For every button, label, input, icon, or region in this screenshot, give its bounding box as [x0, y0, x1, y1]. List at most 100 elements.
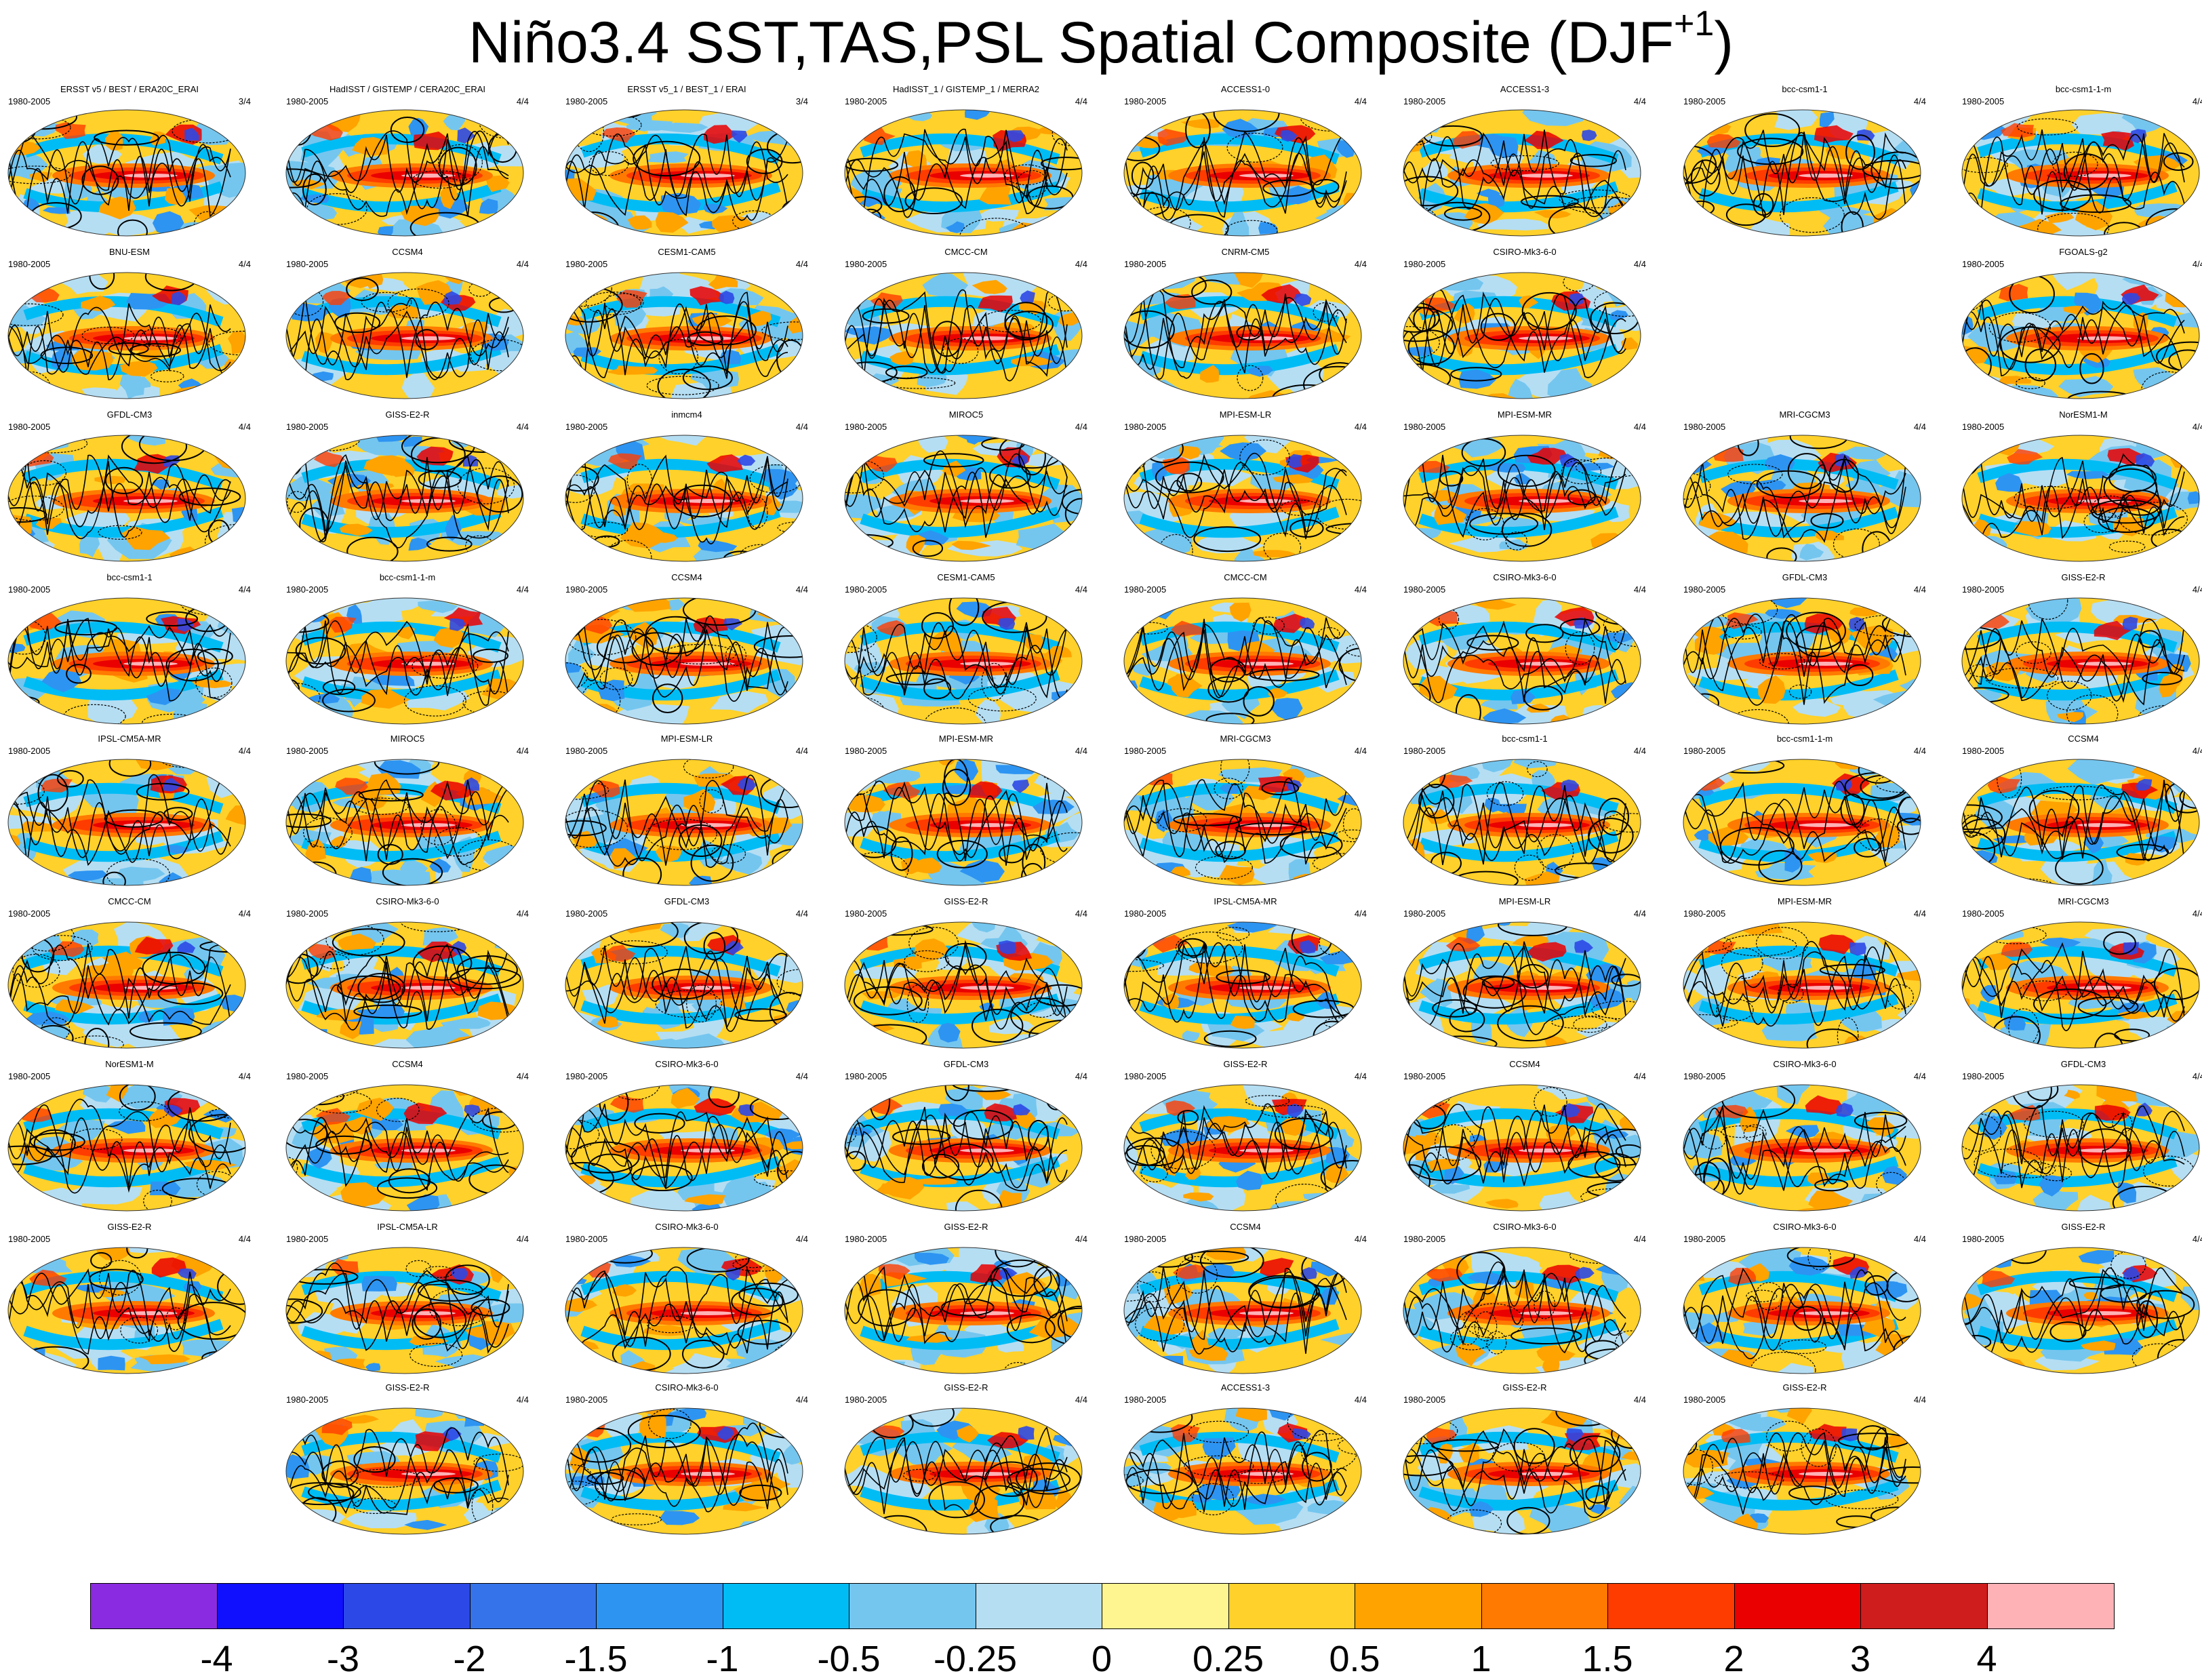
panel-fraction: 4/4: [1354, 908, 1367, 919]
colorbar-tick-label: 0.25: [1192, 1639, 1264, 1679]
panel-title: MIROC5: [390, 734, 425, 744]
map-plot: [7, 1247, 246, 1374]
map-panel: 1980-2005 GISS-E2-R 4/4: [4, 1222, 255, 1378]
map-panel: 1980-2005 GISS-E2-R 4/4: [1958, 572, 2202, 728]
panel-fraction: 4/4: [516, 1395, 529, 1405]
map-plot: [285, 759, 524, 886]
map-panel: 1980-2005 GISS-E2-R 4/4: [1679, 1382, 1930, 1538]
panel-fraction: 4/4: [516, 1234, 529, 1244]
map-panel: 1980-2005 GISS-E2-R 4/4: [1958, 1222, 2202, 1378]
panel-title: ACCESS1-0: [1220, 84, 1270, 94]
map-plot: [844, 109, 1083, 237]
map-plot: [1123, 921, 1362, 1049]
panel-fraction: 3/4: [238, 96, 251, 106]
panel-title: NorESM1-M: [2059, 409, 2108, 420]
map-plot: [1123, 272, 1362, 399]
colorbar-swatch: [469, 1583, 597, 1629]
panel-period: 1980-2005: [845, 422, 887, 432]
panel-period: 1980-2005: [8, 1071, 51, 1081]
map-plot: [1123, 1407, 1362, 1535]
map-plot: [1123, 1084, 1362, 1212]
map-plot: [285, 1084, 524, 1212]
panel-period: 1980-2005: [286, 96, 329, 106]
map-plot: [1961, 272, 2200, 399]
panel-fraction: 4/4: [1633, 1395, 1646, 1405]
panel-title: MPI-ESM-LR: [1498, 896, 1551, 906]
colorbar-tick-label: 0: [1091, 1639, 1113, 1679]
panel-period: 1980-2005: [286, 746, 329, 756]
map-plot: [1961, 109, 2200, 237]
panel-fraction: 4/4: [1075, 259, 1087, 269]
panel-fraction: 4/4: [1075, 908, 1087, 919]
panel-title: MPI-ESM-LR: [1219, 409, 1272, 420]
map-panel: 1980-2005 CNRM-CM5 4/4: [1120, 247, 1371, 403]
panel-period: 1980-2005: [8, 1234, 51, 1244]
map-panel: 1980-2005 MPI-ESM-MR 4/4: [841, 734, 1092, 889]
panel-title: CSIRO-Mk3-6-0: [1493, 1222, 1557, 1232]
panel-title: CESM1-CAM5: [937, 572, 995, 582]
panel-title: CMCC-CM: [1224, 572, 1267, 582]
map-panel: 1980-2005 MPI-ESM-LR 4/4: [561, 734, 812, 889]
panel-period: 1980-2005: [1124, 908, 1167, 919]
map-plot: [1961, 1247, 2200, 1374]
panel-period: 1980-2005: [845, 1234, 887, 1244]
map-plot: [844, 1247, 1083, 1374]
panel-title: HadISST_1 / GISTEMP_1 / MERRA2: [892, 84, 1040, 94]
panel-title: NorESM1-M: [105, 1059, 154, 1069]
panel-title: ERSST v5_1 / BEST_1 / ERAI: [627, 84, 746, 94]
panel-title: GFDL-CM3: [2060, 1059, 2106, 1069]
panel-title: CSIRO-Mk3-6-0: [1493, 247, 1557, 257]
panel-title: inmcm4: [671, 409, 702, 420]
panel-fraction: 4/4: [1075, 1234, 1087, 1244]
panel-period: 1980-2005: [845, 584, 887, 595]
panel-fraction: 4/4: [2192, 1071, 2202, 1081]
panel-fraction: 4/4: [238, 422, 251, 432]
panel-period: 1980-2005: [286, 422, 329, 432]
panel-period: 1980-2005: [286, 1395, 329, 1405]
colorbar-swatch: [1607, 1583, 1735, 1629]
colorbar-swatch: [343, 1583, 471, 1629]
map-panel: 1980-2005 MPI-ESM-LR 4/4: [1120, 409, 1371, 565]
map-plot: [1123, 759, 1362, 886]
colorbar-tick-label: -4: [200, 1639, 233, 1679]
chart-title-superscript: +1: [1674, 4, 1715, 43]
panel-period: 1980-2005: [1683, 422, 1726, 432]
panel-title: MPI-ESM-MR: [1777, 896, 1833, 906]
colorbar: [90, 1583, 2115, 1629]
panel-fraction: 4/4: [2192, 908, 2202, 919]
map-panel: 1980-2005 CMCC-CM 4/4: [4, 896, 255, 1052]
panel-fraction: 4/4: [1633, 1071, 1646, 1081]
map-plot: [1123, 597, 1362, 725]
panel-fraction: 4/4: [795, 1395, 808, 1405]
panel-period: 1980-2005: [8, 422, 51, 432]
map-panel: 1980-2005 CCSM4 4/4: [561, 572, 812, 728]
panel-period: 1980-2005: [1683, 96, 1726, 106]
panel-period: 1980-2005: [1124, 1071, 1167, 1081]
map-panel: 1980-2005 MRI-CGCM3 4/4: [1120, 734, 1371, 889]
panel-period: 1980-2005: [286, 259, 329, 269]
map-plot: [565, 1084, 803, 1212]
panel-period: 1980-2005: [1124, 1395, 1167, 1405]
panel-fraction: 4/4: [516, 908, 529, 919]
panel-title: CMCC-CM: [944, 247, 988, 257]
panel-period: 1980-2005: [1683, 584, 1726, 595]
colorbar-tick-label: -2: [453, 1639, 486, 1679]
panel-period: 1980-2005: [1962, 908, 2005, 919]
panel-period: 1980-2005: [1683, 1234, 1726, 1244]
panel-period: 1980-2005: [286, 1234, 329, 1244]
panel-fraction: 4/4: [2192, 96, 2202, 106]
colorbar-swatch: [216, 1583, 344, 1629]
colorbar-tick-label: 0.5: [1329, 1639, 1380, 1679]
map-panel: 1980-2005 CSIRO-Mk3-6-0 4/4: [1679, 1222, 1930, 1378]
panel-period: 1980-2005: [1403, 422, 1446, 432]
map-panel: 1980-2005 CSIRO-Mk3-6-0 4/4: [1399, 1222, 1650, 1378]
map-plot: [844, 759, 1083, 886]
panel-title: MRI-CGCM3: [2058, 896, 2109, 906]
panel-title: IPSL-CM5A-MR: [1214, 896, 1277, 906]
panel-fraction: 4/4: [1075, 96, 1087, 106]
map-panel: 1980-2005 GFDL-CM3 4/4: [1958, 1059, 2202, 1215]
panel-fraction: 4/4: [1354, 1395, 1367, 1405]
panel-fraction: 4/4: [238, 908, 251, 919]
panel-fraction: 4/4: [1913, 1234, 1926, 1244]
map-plot: [1403, 1084, 1641, 1212]
